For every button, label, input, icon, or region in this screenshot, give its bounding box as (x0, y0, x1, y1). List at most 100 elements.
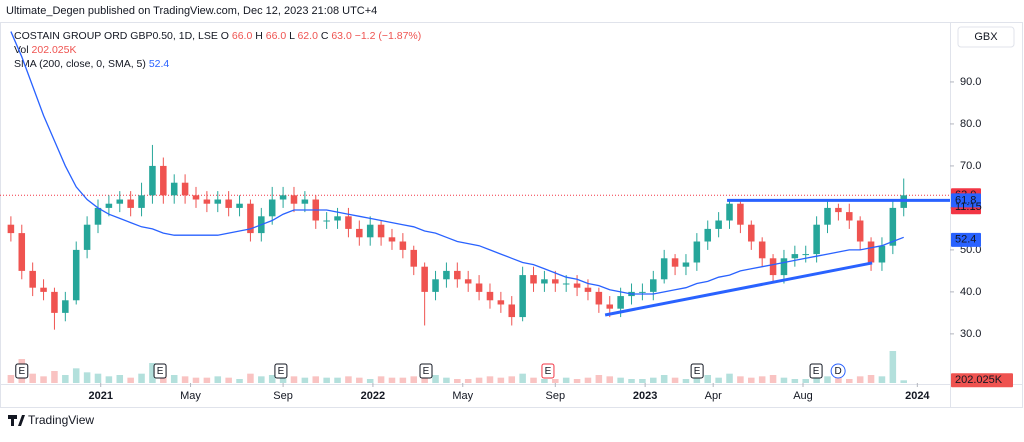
candle-body (388, 237, 396, 242)
volume-bar (105, 376, 113, 383)
volume-bar (203, 377, 211, 383)
volume-bar (824, 376, 831, 383)
candle-body (127, 199, 134, 208)
volume-bar (62, 375, 69, 383)
x-tick-label: 2023 (633, 390, 657, 402)
candle-body (116, 199, 124, 204)
candle-body (530, 275, 537, 284)
candle-body (508, 304, 516, 318)
event-label: E (545, 366, 552, 377)
volume-bar (116, 375, 124, 383)
candle-body (366, 224, 374, 238)
event-marker (419, 363, 433, 379)
volume-bar (464, 379, 472, 383)
volume-bar (595, 375, 603, 383)
event-marker (541, 363, 555, 379)
candle-body (780, 258, 788, 276)
candle-body (573, 283, 581, 288)
ohlc-label: C (321, 30, 329, 42)
event-marker (274, 363, 288, 379)
vol-label: Vol (14, 44, 29, 56)
candle-body (639, 291, 646, 293)
candle-body (824, 207, 831, 225)
volume-bar (236, 379, 243, 383)
volume-bar (726, 373, 733, 383)
sma-label: SMA (200, close, 0, SMA, 5) (14, 58, 146, 70)
volume-bar (606, 376, 614, 383)
currency-button[interactable] (957, 26, 1015, 48)
plot: 30.040.050.060.070.080.090.02021MaySep20… (0, 31, 1013, 402)
volume-bar (7, 375, 15, 383)
candle-body (889, 207, 897, 246)
event-label: E (813, 366, 820, 377)
candle-body (301, 199, 309, 204)
logo: TradingView (8, 413, 94, 427)
x-tick-label: May (180, 390, 201, 402)
volume-bar (682, 379, 690, 383)
event-marker (809, 363, 823, 379)
volume-bar (846, 379, 853, 383)
volume-bar (530, 377, 537, 383)
candle-body (867, 241, 875, 263)
y-tick-label: 90.0 (960, 76, 981, 88)
event-label: E (694, 366, 701, 377)
volume-bar (29, 373, 36, 383)
volume-bar (399, 377, 407, 383)
ohlc-value: 62.0 (297, 30, 318, 42)
volume-bar (225, 377, 232, 383)
volume-bar (366, 379, 374, 383)
volume-bar (72, 368, 80, 383)
candle-body (748, 224, 755, 242)
x-tick-label: 2021 (88, 390, 112, 402)
volume-bar (573, 379, 581, 383)
y-tick-label: 70.0 (960, 160, 981, 172)
volume-bar (301, 377, 309, 383)
logo-text: TradingView (28, 413, 94, 427)
candle-body (584, 287, 592, 292)
currency[interactable]: GBX (974, 31, 998, 43)
candle-body (247, 203, 254, 234)
volume-bar (856, 376, 864, 383)
volume-bar (671, 377, 679, 383)
x-tick-label: Apr (705, 390, 722, 402)
volume-bar (519, 373, 526, 383)
legend-line: Vol 202.025K (14, 44, 77, 56)
price-label: 61.8 (955, 194, 976, 206)
volume-bar (769, 375, 777, 383)
event-label: E (157, 366, 164, 377)
volume-bar (639, 379, 646, 383)
candle-body (170, 182, 178, 196)
volume-bar (780, 377, 788, 383)
candle-body (290, 195, 298, 204)
candle-body (671, 258, 679, 267)
candle-body (791, 254, 799, 259)
volume-bar (454, 379, 461, 383)
candle-body (377, 224, 385, 238)
volume-bar (170, 375, 178, 383)
volume-bar (584, 377, 592, 383)
volume-bar (628, 379, 635, 383)
price-label-box (951, 193, 981, 208)
volume-bar (541, 379, 548, 383)
event-label: D (835, 366, 842, 377)
volume-bar (258, 376, 265, 383)
candle-body (715, 220, 722, 229)
x-tick-label: 2024 (905, 390, 930, 402)
symbol: COSTAIN GROUP ORD GBP0.50, 1D, LSE (14, 30, 218, 42)
candle-body (214, 199, 222, 204)
change: −1.2 (−1.87%) (355, 30, 422, 42)
event-label: E (18, 366, 25, 377)
event-label: E (278, 366, 285, 377)
publish-header: Ultimate_Degen published on TradingView.… (6, 5, 377, 17)
y-tick-label: 80.0 (960, 118, 981, 130)
candle-body (94, 207, 102, 225)
volume-bar (388, 377, 396, 383)
candle-body (693, 241, 701, 263)
candle-body (345, 216, 352, 229)
volume-bar (377, 376, 385, 383)
volume-bar (94, 373, 102, 383)
volume-bar (356, 377, 363, 383)
volume-bar (149, 363, 156, 383)
